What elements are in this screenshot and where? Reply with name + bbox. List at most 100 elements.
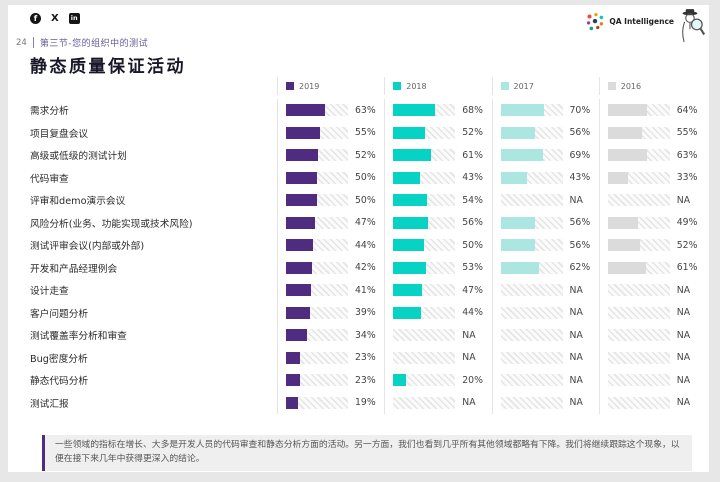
bar-cell-2018: 52% [384, 121, 491, 144]
bar-cell-2017: 56% [491, 121, 599, 144]
bar-track [393, 149, 456, 162]
bar-value: 47% [355, 217, 376, 229]
bar-cell-2019: 42% [277, 256, 384, 279]
bar-value: NA [569, 352, 583, 364]
bar-fill [607, 126, 642, 139]
bar-value: 61% [676, 262, 698, 274]
row-label: 评审和demo演示会议 [30, 196, 126, 208]
bar-cell-2018: 68% [384, 99, 491, 122]
bar-cell-2018: 43% [384, 166, 491, 189]
chart-row: 测试覆盖率分析和审查 34% NA NA NA [30, 324, 706, 347]
bar-track [500, 374, 563, 387]
bar-track [286, 374, 348, 387]
bar-fill [500, 216, 536, 229]
bar-value: NA [676, 329, 691, 341]
bar-cell-2016: 61% [598, 256, 706, 279]
bar-track [500, 284, 563, 297]
bar-fill [393, 126, 426, 139]
bar-fill [286, 126, 321, 139]
bar-fill [286, 261, 313, 274]
bar-cell-2018: NA [384, 346, 491, 369]
bar-value: 42% [355, 262, 376, 274]
bar-fill [393, 306, 421, 319]
bar-track [607, 171, 670, 184]
bar-value: NA [676, 284, 691, 296]
facebook-icon[interactable]: f [30, 13, 41, 24]
chart-row: 需求分析 63% 68% 70% 64% [30, 99, 706, 122]
bar-cell-2016: 52% [598, 234, 706, 257]
bar-value: 44% [355, 239, 376, 251]
bar-value: NA [676, 352, 691, 364]
bar-value: 49% [676, 217, 698, 229]
linkedin-icon[interactable]: in [68, 13, 80, 24]
bar-value: 34% [355, 329, 376, 341]
bar-cell-2017: NA [491, 301, 599, 324]
bar-value: 43% [569, 172, 591, 184]
bar-value: NA [462, 397, 476, 409]
bar-track [393, 126, 456, 139]
bar-track [286, 396, 348, 409]
bar-track [393, 329, 456, 342]
bar-track [286, 306, 348, 319]
chart-row: 设计走查 41% 47% NA NA [30, 279, 706, 302]
bar-fill [393, 194, 427, 207]
bar-track [500, 239, 563, 252]
bar-value: 61% [462, 149, 483, 161]
bar-fill [286, 171, 317, 184]
chart-row: 开发和产品经理例会 42% 53% 62% 61% [30, 256, 706, 279]
bar-track [500, 261, 563, 274]
legend-swatch [500, 82, 509, 90]
bar-fill [500, 104, 544, 117]
row-label: 测试汇报 [30, 398, 69, 410]
bar-fill [286, 284, 312, 297]
bar-cell-2017: 56% [491, 234, 599, 257]
chart-row: 代码审查 50% 43% 43% 33% [30, 166, 706, 189]
bar-track [500, 149, 563, 162]
bar-track [607, 126, 670, 139]
bar-track [393, 396, 456, 409]
bar-track [286, 284, 348, 297]
bar-fill [393, 104, 436, 117]
bar-fill [286, 396, 298, 409]
bar-cell-2017: NA [491, 279, 599, 302]
legend-label: 2016 [620, 81, 642, 91]
bar-cell-2019: 23% [277, 346, 384, 369]
bar-value: 41% [355, 284, 376, 296]
bar-value: 52% [355, 149, 376, 161]
bar-fill [393, 284, 423, 297]
bar-track [607, 194, 670, 207]
bar-value: 56% [569, 239, 591, 251]
bar-fill [393, 216, 428, 229]
bar-cell-2016: NA [598, 324, 706, 347]
bar-track [500, 396, 563, 409]
footnote-box: 一些领域的指标在增长、大多是开发人员的代码审查和静态分析方面的活动。另一方面，我… [42, 435, 692, 472]
bar-value: NA [676, 374, 691, 386]
x-twitter-icon[interactable]: X [51, 13, 59, 24]
row-label: Bug密度分析 [30, 353, 88, 365]
bar-value: NA [462, 352, 476, 364]
bar-value: 56% [462, 217, 483, 229]
bar-track [393, 374, 456, 387]
bar-value: 63% [676, 149, 698, 161]
bar-cell-2016: NA [598, 346, 706, 369]
chart-row: 客户问题分析 39% 44% NA NA [30, 301, 706, 324]
bar-value: 23% [355, 374, 376, 386]
bar-fill [500, 149, 544, 162]
bar-cell-2016: NA [598, 279, 706, 302]
bar-track [286, 351, 348, 364]
bar-value: 43% [462, 172, 483, 184]
bar-value: 33% [676, 172, 698, 184]
bar-track [607, 329, 670, 342]
legend-label: 2018 [406, 81, 427, 91]
bar-track [393, 171, 456, 184]
bar-value: 68% [462, 104, 483, 116]
bar-track [607, 261, 670, 274]
footnote-text: 一些领域的指标在增长、大多是开发人员的代码审查和静态分析方面的活动。另一方面，我… [55, 440, 680, 464]
bar-track [286, 126, 348, 139]
bar-value: 23% [355, 352, 376, 364]
bar-cell-2017: NA [491, 369, 599, 392]
section-title: 第三节-您的组织中的测试 [39, 39, 149, 49]
qa-intelligence-logo: QA Intelligence [584, 7, 705, 43]
bar-fill [393, 171, 420, 184]
bar-cell-2019: 34% [277, 324, 384, 347]
